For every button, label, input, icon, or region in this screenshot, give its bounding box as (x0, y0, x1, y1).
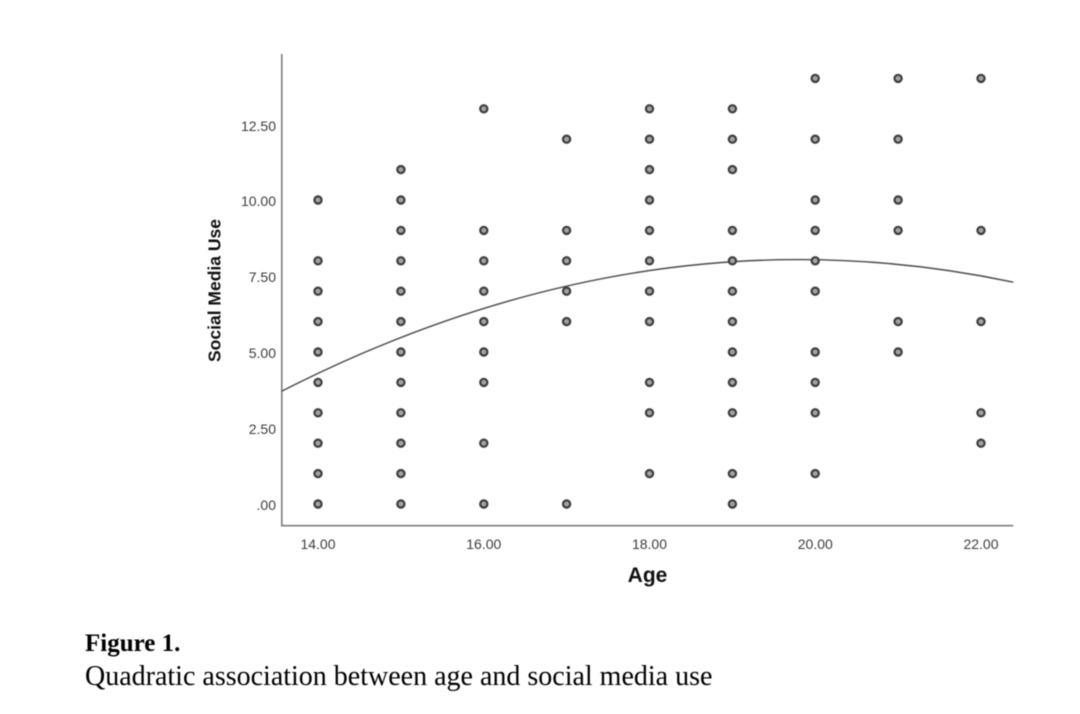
svg-text:10.00: 10.00 (241, 193, 276, 209)
svg-text:20.00: 20.00 (798, 536, 833, 552)
svg-text:14.00: 14.00 (300, 536, 335, 552)
svg-text:7.50: 7.50 (249, 269, 276, 285)
svg-text:16.00: 16.00 (466, 536, 501, 552)
svg-text:.00: .00 (257, 497, 277, 513)
svg-text:Social Media Use: Social Media Use (205, 219, 225, 362)
svg-text:5.00: 5.00 (249, 345, 276, 361)
svg-text:22.00: 22.00 (963, 536, 998, 552)
svg-text:2.50: 2.50 (249, 421, 276, 437)
svg-text:Age: Age (628, 564, 668, 587)
svg-text:12.50: 12.50 (241, 118, 276, 134)
svg-text:18.00: 18.00 (632, 536, 667, 552)
